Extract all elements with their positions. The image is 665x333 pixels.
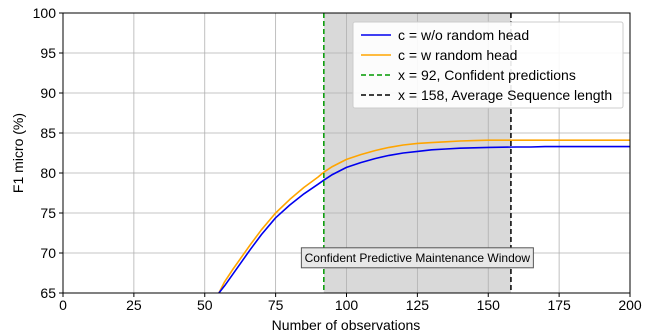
- tick-layer: 0 25 50 75 100 125 150 175 200 65 70 75 80 85 90 95 100: [33, 5, 642, 313]
- y-tick-label: 95: [40, 45, 56, 61]
- legend-label-series-2: c = w random head: [398, 47, 517, 63]
- legend-box: [352, 21, 624, 109]
- legend: c = w/o random head c = w random head x …: [352, 21, 624, 109]
- x-tick-label: 200: [618, 297, 642, 313]
- series-layer: [218, 139, 630, 294]
- window-annotation-box: [300, 247, 534, 269]
- y-tick-label: 65: [40, 285, 56, 301]
- x-tick-label: 75: [268, 297, 284, 313]
- x-tick-label: 175: [547, 297, 571, 313]
- x-tick-label: 0: [59, 297, 67, 313]
- y-axis-title: F1 micro (%): [10, 113, 26, 193]
- legend-label-series-1: c = w/o random head: [398, 27, 529, 43]
- y-tick-label: 85: [40, 125, 56, 141]
- x-axis-title: Number of observations: [272, 317, 421, 333]
- window-annotation: Confident Predictive Maintenance Window: [300, 247, 534, 269]
- x-tick-label: 50: [197, 297, 213, 313]
- legend-label-vline-1: x = 92, Confident predictions: [398, 67, 576, 83]
- x-tick-label: 150: [477, 297, 501, 313]
- y-tick-label: 75: [40, 205, 56, 221]
- series-line-1: [218, 145, 630, 294]
- series-line-2: [218, 139, 630, 294]
- x-tick-label: 100: [335, 297, 359, 313]
- x-tick-label: 125: [406, 297, 430, 313]
- y-tick-label: 100: [33, 5, 57, 21]
- y-tick-label: 80: [40, 165, 56, 181]
- legend-label-vline-2: x = 158, Average Sequence length: [398, 87, 612, 103]
- y-tick-label: 90: [40, 85, 56, 101]
- y-tick-label: 70: [40, 245, 56, 261]
- vline-layer: [323, 13, 512, 293]
- x-tick-label: 25: [126, 297, 142, 313]
- window-annotation-label: Confident Predictive Maintenance Window: [305, 251, 531, 265]
